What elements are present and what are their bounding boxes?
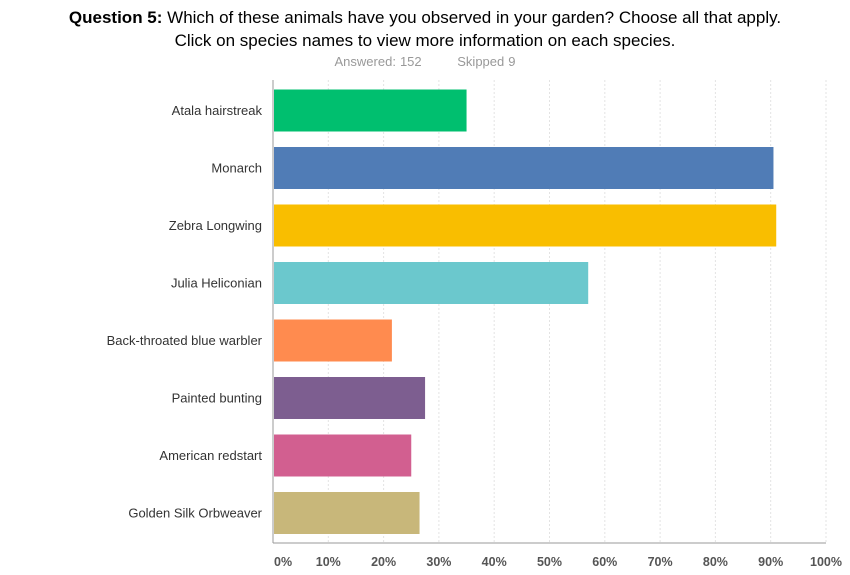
skipped-count: 9 (508, 54, 516, 69)
question-number: Question 5: (68, 8, 163, 27)
x-tick-label: 50% (537, 555, 562, 569)
bar[interactable] (274, 434, 412, 477)
response-stats: Answered: 152 Skipped 9 (0, 54, 850, 69)
x-tick-label: 40% (482, 555, 507, 569)
category-label[interactable]: Back-throated blue warbler (107, 333, 263, 348)
category-label[interactable]: Painted bunting (172, 391, 262, 406)
question-text: Which of these animals have you observed… (162, 8, 782, 27)
x-tick-label: 10% (316, 555, 341, 569)
bar[interactable] (274, 377, 426, 419)
category-label[interactable]: Golden Silk Orbweaver (128, 506, 262, 521)
answered-stat: Answered: 152 (335, 54, 422, 69)
x-tick-label: 0% (274, 555, 292, 569)
category-label[interactable]: Julia Heliconian (171, 276, 262, 291)
chart-title: Question 5: Which of these animals have … (0, 6, 850, 52)
skipped-stat: Skipped 9 (457, 54, 515, 69)
category-label[interactable]: American redstart (159, 448, 262, 463)
bar[interactable] (274, 492, 420, 534)
category-label[interactable]: Zebra Longwing (169, 218, 262, 233)
x-tick-label: 60% (592, 555, 617, 569)
question-line-1: Question 5: Which of these animals have … (0, 6, 850, 29)
bar[interactable] (274, 147, 774, 189)
bar[interactable] (274, 319, 392, 362)
x-tick-label: 90% (758, 555, 783, 569)
category-label[interactable]: Monarch (211, 161, 262, 176)
category-label[interactable]: Atala hairstreak (172, 103, 263, 118)
x-tick-label: 30% (426, 555, 451, 569)
question-line-2: Click on species names to view more info… (174, 31, 676, 50)
bar[interactable] (274, 89, 467, 132)
bar[interactable] (274, 262, 589, 304)
x-tick-label: 80% (703, 555, 728, 569)
x-tick-label: 20% (371, 555, 396, 569)
answered-label: Answered: (334, 54, 396, 69)
answered-count: 152 (399, 54, 422, 69)
x-tick-label: 100% (810, 555, 842, 569)
skipped-label: Skipped (457, 54, 505, 69)
x-tick-label: 70% (648, 555, 673, 569)
bar[interactable] (274, 204, 777, 247)
